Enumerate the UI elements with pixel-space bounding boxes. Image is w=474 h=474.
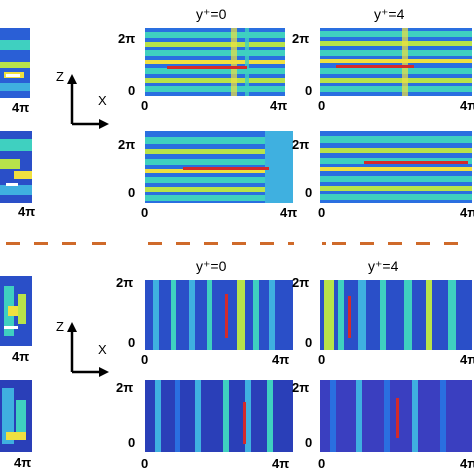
header-top-right: y⁺=4 — [374, 6, 405, 22]
x-tick-start: 0 — [141, 352, 149, 367]
axis-z-label: Z — [56, 319, 64, 334]
white-dash-marker — [6, 74, 20, 77]
y-tick-top: 2π — [292, 275, 310, 290]
field-bottom-r1-yplus4 — [320, 280, 472, 350]
top-side-label-1: 4π — [12, 100, 30, 115]
field-bottom-r1-yplus0 — [145, 280, 293, 350]
red-marker-line — [348, 296, 351, 338]
header-top-left: y⁺=0 — [196, 6, 227, 22]
y-tick-bottom: 0 — [128, 83, 136, 98]
y-tick-bottom: 0 — [128, 185, 136, 200]
axes-glyph-bottom — [67, 322, 109, 377]
field-top-r1-yplus4 — [320, 28, 472, 96]
red-marker-line — [364, 161, 468, 164]
field-top-r2-yplus0 — [145, 131, 293, 203]
x-tick-end: 4π — [272, 352, 290, 367]
contour-field — [320, 28, 472, 96]
contour-field — [0, 380, 32, 452]
y-tick-top: 2π — [118, 31, 136, 46]
white-dash-marker — [6, 183, 18, 186]
x-tick-start: 0 — [318, 456, 326, 471]
white-dash-marker — [4, 326, 18, 329]
contour-field — [145, 28, 285, 96]
axis-x-label: X — [98, 93, 107, 108]
y-tick-bottom: 0 — [128, 335, 136, 350]
red-marker-line — [183, 167, 269, 170]
y-tick-top: 2π — [116, 380, 134, 395]
x-tick-start: 0 — [318, 205, 326, 220]
contour-field — [320, 380, 472, 452]
axes-glyph-top — [67, 74, 109, 129]
contour-field — [145, 131, 293, 203]
y-tick-bottom: 0 — [305, 335, 313, 350]
x-tick-start: 0 — [318, 98, 326, 113]
bottom-side-label-2: 4π — [14, 455, 32, 470]
y-tick-top: 2π — [292, 137, 310, 152]
red-marker-line — [167, 66, 247, 69]
contour-field — [0, 28, 30, 98]
x-tick-start: 0 — [318, 352, 326, 367]
contour-field — [145, 280, 293, 350]
y-tick-bottom: 0 — [305, 435, 313, 450]
axis-x-label: X — [98, 342, 107, 357]
contour-field — [320, 280, 472, 350]
top-left-cropped-panel-2 — [0, 131, 32, 203]
y-tick-top: 2π — [116, 275, 134, 290]
x-tick-start: 0 — [141, 456, 149, 471]
y-tick-top: 2π — [292, 380, 310, 395]
contour-field — [145, 380, 293, 452]
field-top-r1-yplus0 — [145, 28, 285, 96]
x-tick-end: 4π — [270, 98, 288, 113]
red-marker-line — [225, 294, 228, 338]
red-marker-line — [243, 402, 246, 444]
x-tick-start: 0 — [141, 205, 149, 220]
field-bottom-r2-yplus0 — [145, 380, 293, 452]
contour-field — [0, 131, 32, 203]
y-tick-bottom: 0 — [305, 185, 313, 200]
bottom-side-label-1: 4π — [12, 349, 30, 364]
x-tick-end: 4π — [272, 456, 290, 471]
x-tick-end: 4π — [460, 205, 474, 220]
header-bottom-left: y⁺=0 — [196, 258, 227, 274]
contour-field — [0, 276, 32, 346]
contour-field — [320, 131, 472, 203]
y-tick-top: 2π — [118, 137, 136, 152]
y-tick-bottom: 0 — [128, 435, 136, 450]
y-tick-top: 2π — [292, 31, 310, 46]
top-side-label-2: 4π — [18, 204, 36, 219]
header-bottom-right: y⁺=4 — [368, 258, 399, 274]
red-marker-line — [396, 398, 399, 438]
x-tick-end: 4π — [280, 205, 298, 220]
x-tick-start: 0 — [141, 98, 149, 113]
x-tick-end: 4π — [460, 456, 474, 471]
bottom-left-cropped-panel-2 — [0, 380, 32, 452]
x-tick-end: 4π — [460, 98, 474, 113]
top-left-cropped-panel-1 — [0, 28, 30, 98]
field-bottom-r2-yplus4 — [320, 380, 472, 452]
y-tick-bottom: 0 — [305, 83, 313, 98]
bottom-left-cropped-panel-1 — [0, 276, 32, 346]
x-tick-end: 4π — [460, 352, 474, 367]
red-marker-line — [336, 65, 414, 68]
field-top-r2-yplus4 — [320, 131, 472, 203]
axis-z-label: Z — [56, 69, 64, 84]
